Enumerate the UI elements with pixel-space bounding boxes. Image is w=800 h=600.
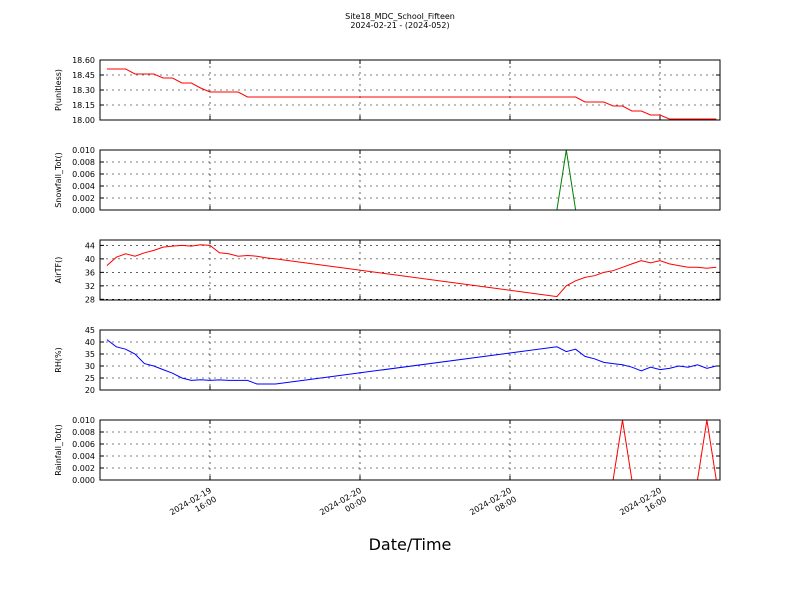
y-tick-label: 18.00	[72, 116, 95, 125]
y-tick-label: 0.006	[72, 170, 95, 179]
y-tick-label: 18.60	[72, 56, 95, 65]
y-tick-label: 25	[85, 374, 95, 383]
y-tick-label: 20	[85, 386, 95, 395]
y-tick-label: 0.002	[72, 194, 95, 203]
y-tick-label: 0.008	[72, 428, 95, 437]
data-line	[106, 339, 717, 385]
y-tick-label: 18.15	[72, 101, 95, 110]
y-tick-label: 0.000	[72, 476, 95, 485]
plot-frame	[99, 59, 721, 121]
y-tick-label: 18.30	[72, 86, 95, 95]
plot-frame	[99, 239, 721, 301]
x-tick-label: 2024-02-1916:00	[168, 486, 218, 526]
y-tick-label: 0.006	[72, 440, 95, 449]
y-tick-label: 18.45	[72, 71, 95, 80]
x-tick-label: 2024-02-2000:00	[318, 486, 368, 526]
data-line	[106, 419, 717, 481]
y-tick-label: 40	[85, 338, 95, 347]
y-tick-label: 0.004	[72, 452, 95, 461]
y-axis-label: P(unitless)	[54, 69, 63, 111]
data-line	[106, 149, 717, 211]
y-tick-label: 0.004	[72, 182, 95, 191]
y-axis-label: RH(%)	[54, 347, 63, 372]
data-line	[106, 68, 717, 120]
y-axis-label: AirTF()	[54, 257, 63, 284]
y-tick-label: 0.010	[72, 146, 95, 155]
y-axis-label: Snowfall_Tot()	[54, 152, 63, 208]
y-tick-label: 44	[85, 241, 95, 250]
chart-subtitle: 2024-02-21 - (2024-052)	[350, 21, 449, 30]
plot-frame	[99, 419, 721, 481]
y-tick-label: 40	[85, 255, 95, 264]
y-tick-label: 30	[85, 362, 95, 371]
y-tick-label: 0.010	[72, 416, 95, 425]
plot-frame	[99, 149, 721, 211]
y-tick-label: 28	[85, 295, 95, 304]
x-axis-label: Date/Time	[369, 535, 452, 554]
y-tick-label: 0.002	[72, 464, 95, 473]
x-tick-label: 2024-02-2016:00	[618, 486, 668, 526]
y-tick-label: 36	[85, 268, 95, 277]
y-tick-label: 0.008	[72, 158, 95, 167]
plot-frame	[99, 329, 721, 391]
y-tick-label: 0.000	[72, 206, 95, 215]
y-axis-label: Rainfall_Tot()	[54, 424, 63, 476]
y-tick-label: 32	[85, 282, 95, 291]
x-tick-label: 2024-02-2008:00	[468, 486, 518, 526]
chart-title: Site18_MDC_School_Fifteen	[345, 12, 455, 21]
data-line	[106, 244, 717, 298]
y-tick-label: 35	[85, 350, 95, 359]
y-tick-label: 45	[85, 326, 95, 335]
